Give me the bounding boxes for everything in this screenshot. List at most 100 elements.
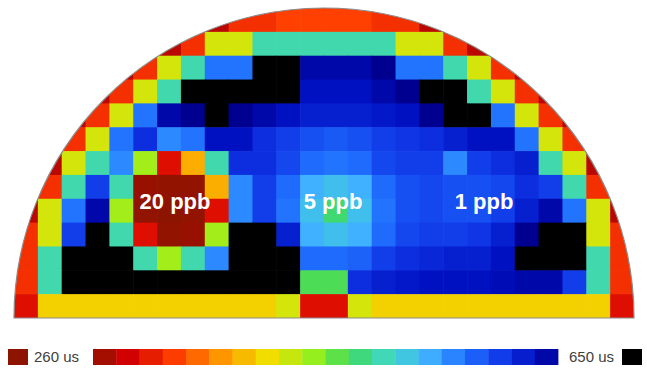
heatmap-cell	[181, 223, 205, 247]
colorbar-swatch	[326, 349, 350, 365]
colorbar-label: 260 us	[34, 348, 79, 365]
heatmap-cell	[586, 151, 610, 175]
heatmap-cell	[62, 199, 86, 223]
heatmap-cell	[133, 103, 157, 127]
heatmap-cell	[109, 151, 133, 175]
heatmap-cell	[252, 223, 276, 247]
heatmap-cell	[300, 80, 324, 104]
colorbar-swatch	[116, 349, 140, 365]
heatmap-cell	[62, 246, 86, 270]
colorbar-end-box	[8, 349, 28, 365]
heatmap-cell	[109, 103, 133, 127]
heatmap-cell	[205, 294, 229, 318]
heatmap-cell	[419, 80, 443, 104]
heatmap-cell	[229, 8, 253, 32]
heatmap	[14, 8, 635, 319]
colorbar-swatch	[442, 349, 466, 365]
heatmap-cell	[300, 8, 324, 32]
heatmap-cell	[419, 199, 443, 223]
heatmap-cell	[610, 294, 634, 318]
heatmap-cell	[443, 127, 467, 151]
heatmap-cell	[348, 127, 372, 151]
heatmap-cell	[491, 270, 515, 294]
heatmap-cell	[562, 223, 586, 247]
heatmap-cell	[157, 56, 181, 80]
heatmap-cell	[515, 246, 539, 270]
annotation: 20 ppb	[140, 189, 211, 214]
heatmap-cell	[14, 223, 38, 247]
heatmap-cell	[276, 127, 300, 151]
heatmap-cell	[324, 80, 348, 104]
colorbar-swatch	[488, 349, 512, 365]
heatmap-cell	[396, 246, 420, 270]
heatmap-cell	[324, 151, 348, 175]
heatmap-cell	[324, 32, 348, 56]
colorbar-swatch	[233, 349, 257, 365]
heatmap-cell	[205, 32, 229, 56]
heatmap-cell	[276, 80, 300, 104]
colorbar-swatch	[93, 349, 117, 365]
heatmap-cell	[229, 270, 253, 294]
heatmap-cell	[372, 223, 396, 247]
heatmap-cell	[443, 270, 467, 294]
heatmap-cell	[396, 127, 420, 151]
heatmap-cell	[443, 103, 467, 127]
heatmap-cell	[205, 103, 229, 127]
heatmap-cell	[467, 127, 491, 151]
heatmap-cell	[86, 294, 110, 318]
heatmap-cell	[467, 246, 491, 270]
heatmap-cell	[396, 175, 420, 199]
heatmap-cell	[109, 270, 133, 294]
heatmap-cell	[205, 56, 229, 80]
heatmap-cell	[14, 294, 38, 318]
heatmap-cell	[300, 294, 324, 318]
heatmap-cell	[133, 223, 157, 247]
heatmap-cell	[86, 199, 110, 223]
heatmap-cell	[38, 294, 62, 318]
heatmap-cell	[109, 199, 133, 223]
heatmap-cell	[348, 103, 372, 127]
colorbar-swatch	[349, 349, 373, 365]
heatmap-cell	[300, 56, 324, 80]
heatmap-cell	[62, 223, 86, 247]
heatmap-cell	[372, 246, 396, 270]
heatmap-cell	[229, 223, 253, 247]
heatmap-cell	[467, 103, 491, 127]
heatmap-cell	[467, 223, 491, 247]
heatmap-cell	[109, 127, 133, 151]
heatmap-cell	[372, 270, 396, 294]
heatmap-cell	[586, 223, 610, 247]
heatmap-cell	[491, 246, 515, 270]
heatmap-cell	[562, 270, 586, 294]
heatmap-cell	[324, 270, 348, 294]
heatmap-cell	[467, 294, 491, 318]
heatmap-cell	[181, 103, 205, 127]
heatmap-cell	[86, 175, 110, 199]
heatmap-cell	[229, 103, 253, 127]
heatmap-cell	[229, 151, 253, 175]
heatmap-cell	[539, 175, 563, 199]
colorbar: 260 us650 us	[8, 348, 642, 365]
heatmap-cell	[348, 32, 372, 56]
heatmap-cell	[252, 294, 276, 318]
heatmap-cell	[396, 32, 420, 56]
heatmap-cell	[276, 103, 300, 127]
heatmap-cell	[38, 246, 62, 270]
colorbar-swatch	[419, 349, 443, 365]
heatmap-cell	[109, 294, 133, 318]
heatmap-cell	[586, 270, 610, 294]
heatmap-cell	[276, 151, 300, 175]
heatmap-cell	[300, 223, 324, 247]
heatmap-cell	[133, 246, 157, 270]
heatmap-cell	[181, 151, 205, 175]
heatmap-cell	[396, 199, 420, 223]
heatmap-cell	[539, 80, 563, 104]
heatmap-cell	[300, 270, 324, 294]
heatmap-cell	[205, 246, 229, 270]
heatmap-cell	[252, 151, 276, 175]
heatmap-cell	[229, 56, 253, 80]
heatmap-cell	[133, 127, 157, 151]
heatmap-cell	[157, 151, 181, 175]
heatmap-cell	[276, 246, 300, 270]
heatmap-cell	[205, 8, 229, 32]
